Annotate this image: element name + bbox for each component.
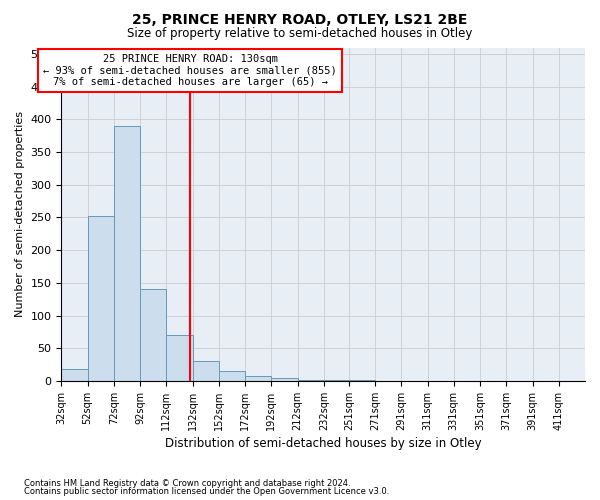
Text: 25 PRINCE HENRY ROAD: 130sqm
← 93% of semi-detached houses are smaller (855)
7% : 25 PRINCE HENRY ROAD: 130sqm ← 93% of se… xyxy=(43,54,337,87)
Bar xyxy=(349,380,375,381)
Bar xyxy=(166,335,193,381)
Y-axis label: Number of semi-detached properties: Number of semi-detached properties xyxy=(15,111,25,317)
Bar xyxy=(193,362,219,381)
Text: 25, PRINCE HENRY ROAD, OTLEY, LS21 2BE: 25, PRINCE HENRY ROAD, OTLEY, LS21 2BE xyxy=(133,12,467,26)
Bar xyxy=(271,378,298,381)
Bar xyxy=(88,216,114,381)
Bar xyxy=(324,380,349,381)
X-axis label: Distribution of semi-detached houses by size in Otley: Distribution of semi-detached houses by … xyxy=(165,437,482,450)
Bar xyxy=(245,376,271,381)
Text: Contains public sector information licensed under the Open Government Licence v3: Contains public sector information licen… xyxy=(24,487,389,496)
Text: Size of property relative to semi-detached houses in Otley: Size of property relative to semi-detach… xyxy=(127,28,473,40)
Bar xyxy=(298,380,324,381)
Bar xyxy=(140,290,166,381)
Text: Contains HM Land Registry data © Crown copyright and database right 2024.: Contains HM Land Registry data © Crown c… xyxy=(24,478,350,488)
Bar xyxy=(219,371,245,381)
Bar xyxy=(114,126,140,381)
Bar xyxy=(61,369,88,381)
